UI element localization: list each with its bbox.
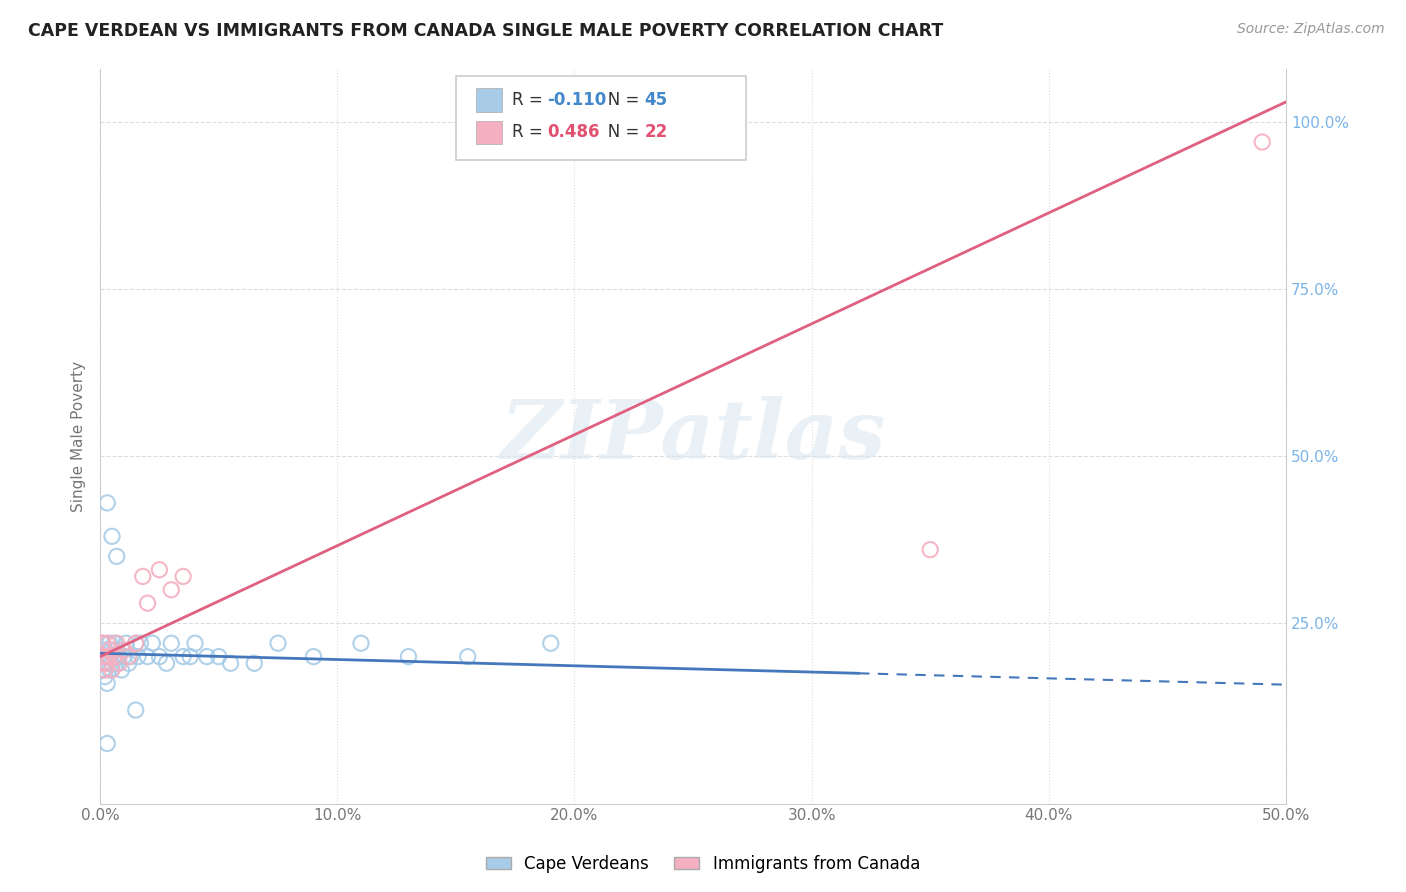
Text: ZIPatlas: ZIPatlas [501, 396, 886, 476]
Point [160, 582, 183, 597]
Point [125, 636, 148, 650]
Point [1251, 135, 1274, 149]
Point [94, 643, 117, 657]
Text: N =: N = [592, 123, 645, 142]
Point [132, 569, 155, 583]
Point [120, 649, 142, 664]
Point [91, 636, 114, 650]
Point [184, 636, 207, 650]
Point [98, 636, 121, 650]
Point [112, 649, 135, 664]
Point [172, 569, 194, 583]
Point [94, 657, 117, 671]
Point [208, 649, 231, 664]
Point [101, 643, 124, 657]
Text: Source: ZipAtlas.com: Source: ZipAtlas.com [1237, 22, 1385, 37]
Point [96, 636, 118, 650]
Point [98, 643, 121, 657]
Point [103, 649, 125, 664]
Point [127, 649, 149, 664]
Point [243, 657, 266, 671]
Point [136, 649, 159, 664]
Point [105, 636, 128, 650]
Text: 22: 22 [644, 123, 668, 142]
Point [136, 596, 159, 610]
Point [96, 676, 118, 690]
Point [94, 663, 117, 677]
Point [91, 657, 114, 671]
Text: R =: R = [512, 123, 547, 142]
Point [91, 649, 114, 664]
Bar [477, 120, 502, 145]
Bar [477, 88, 502, 112]
Point [103, 636, 125, 650]
Y-axis label: Single Male Poverty: Single Male Poverty [72, 360, 86, 512]
Point [125, 636, 148, 650]
Point [457, 649, 479, 664]
Point [105, 549, 128, 564]
Point [398, 649, 420, 664]
Point [267, 636, 290, 650]
Point [101, 529, 124, 543]
Point [125, 703, 148, 717]
Point [117, 649, 139, 664]
Point [112, 643, 135, 657]
Point [219, 657, 242, 671]
Text: CAPE VERDEAN VS IMMIGRANTS FROM CANADA SINGLE MALE POVERTY CORRELATION CHART: CAPE VERDEAN VS IMMIGRANTS FROM CANADA S… [28, 22, 943, 40]
Point [96, 496, 118, 510]
Point [160, 636, 183, 650]
Point [101, 657, 124, 671]
Point [172, 649, 194, 664]
Point [108, 649, 131, 664]
Point [105, 657, 128, 671]
Point [96, 649, 118, 664]
Legend: Cape Verdeans, Immigrants from Canada: Cape Verdeans, Immigrants from Canada [479, 848, 927, 880]
Point [94, 670, 117, 684]
Point [141, 636, 163, 650]
Point [96, 657, 118, 671]
Point [129, 636, 152, 650]
Point [350, 636, 373, 650]
Point [148, 649, 170, 664]
Point [105, 643, 128, 657]
Point [195, 649, 218, 664]
Point [101, 663, 124, 677]
Text: N =: N = [592, 91, 645, 109]
Text: R =: R = [512, 91, 547, 109]
Text: 0.486: 0.486 [547, 123, 600, 142]
Point [920, 542, 942, 557]
Point [110, 663, 132, 677]
Point [302, 649, 325, 664]
Point [148, 563, 170, 577]
Point [117, 657, 139, 671]
Point [179, 649, 201, 664]
Point [91, 636, 114, 650]
Point [108, 657, 131, 671]
Point [96, 736, 118, 750]
Point [96, 657, 118, 671]
Point [115, 636, 138, 650]
Point [103, 649, 125, 664]
Text: -0.110: -0.110 [547, 91, 606, 109]
Point [94, 649, 117, 664]
Point [98, 649, 121, 664]
Point [98, 663, 121, 677]
Point [91, 663, 114, 677]
Point [540, 636, 562, 650]
Text: 45: 45 [644, 91, 668, 109]
Point [155, 657, 177, 671]
FancyBboxPatch shape [456, 76, 747, 161]
Point [98, 649, 121, 664]
